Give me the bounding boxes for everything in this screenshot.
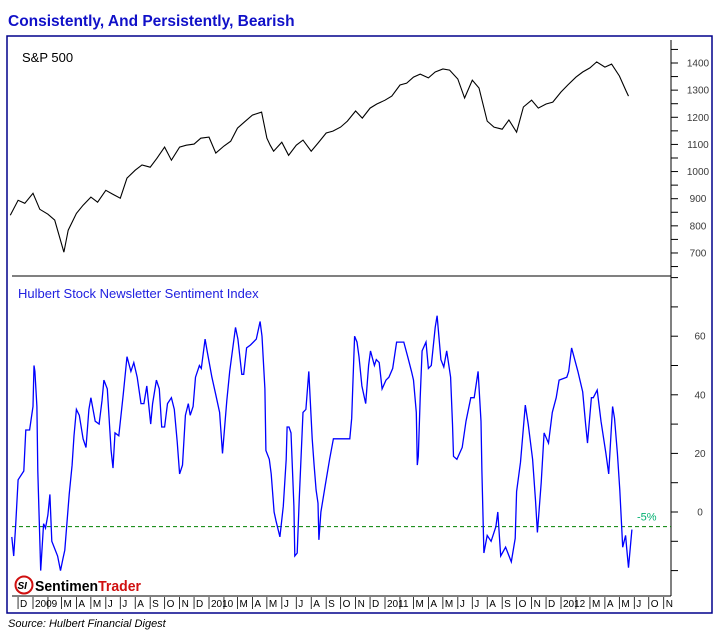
x-tick-label: 2010 <box>211 599 234 610</box>
y-tick-label: 0 <box>697 508 703 519</box>
x-tick-label: J <box>298 599 303 610</box>
x-tick-label: 2012 <box>563 599 586 610</box>
x-tick-label: 2009 <box>35 599 58 610</box>
y-tick-label: 1400 <box>687 59 710 70</box>
x-tick-label: A <box>254 599 261 610</box>
x-tick-label: A <box>607 599 614 610</box>
sentiment-panel-label: Hulbert Stock Newsletter Sentiment Index <box>18 286 259 301</box>
x-tick-label: D <box>548 599 555 610</box>
x-axis: D 2009 M A M J J A S O N D 2010 M A M J J A S O N D 2011 M A M J J A S… <box>17 597 673 610</box>
x-tick-label: J <box>460 599 465 610</box>
y-tick-label: 1000 <box>687 167 710 178</box>
logo-mark-icon <box>14 575 34 595</box>
x-tick-label: D <box>372 599 379 610</box>
x-tick-label: M <box>415 599 423 610</box>
x-tick-label: O <box>651 599 659 610</box>
source-note: Source: Hulbert Financial Digest <box>8 618 166 630</box>
x-tick-label: J <box>122 599 127 610</box>
x-tick-label: A <box>313 599 320 610</box>
y-tick-label: 60 <box>694 332 706 343</box>
x-tick-label: M <box>592 599 600 610</box>
x-tick-label: N <box>358 599 365 610</box>
x-tick-label: A <box>489 599 496 610</box>
x-tick-label: M <box>93 599 101 610</box>
x-tick-label: A <box>430 599 437 610</box>
x-tick-label: A <box>137 599 144 610</box>
x-tick-label: D <box>20 599 27 610</box>
x-tick-label: D <box>196 599 203 610</box>
x-tick-label: M <box>63 599 71 610</box>
y-tick-label: 800 <box>690 221 707 232</box>
x-tick-label: O <box>519 599 527 610</box>
x-tick-label: M <box>239 599 247 610</box>
x-tick-label: S <box>328 599 335 610</box>
x-tick-label: M <box>269 599 277 610</box>
chart-title: Consistently, And Persistently, Bearish <box>8 13 295 30</box>
logo-mark-text: SI <box>18 581 28 592</box>
x-tick-label: S <box>152 599 159 610</box>
x-tick-label: N <box>534 599 541 610</box>
x-tick-label: A <box>78 599 85 610</box>
y-tick-label: 1100 <box>687 140 709 151</box>
sentiment-series-line <box>11 315 633 571</box>
y-tick-label: 20 <box>694 449 706 460</box>
x-tick-label: N <box>182 599 189 610</box>
x-tick-label: O <box>167 599 175 610</box>
x-tick-label: J <box>636 599 641 610</box>
logo-text: SentimenTrader <box>35 578 141 595</box>
reference-line-label: -5% <box>637 512 657 524</box>
x-tick-label: M <box>445 599 453 610</box>
chart-frame <box>6 35 713 614</box>
x-tick-label: J <box>284 599 289 610</box>
y-tick-label: 1200 <box>687 113 710 124</box>
x-tick-label: O <box>343 599 351 610</box>
x-tick-label: J <box>108 599 113 610</box>
y-tick-label: 900 <box>690 194 707 205</box>
x-tick-label: N <box>666 599 673 610</box>
y-tick-label: 700 <box>690 248 707 259</box>
x-tick-label: S <box>504 599 511 610</box>
sentimentrader-logo: SI SentimenTrader <box>14 575 141 595</box>
x-tick-label: 2011 <box>387 599 409 610</box>
x-tick-label: M <box>621 599 629 610</box>
y-tick-label: 1300 <box>687 86 710 97</box>
x-tick-label: J <box>474 599 479 610</box>
sentiment-y-axis: 0 20 40 60 <box>671 277 706 572</box>
sp500-series-line <box>9 61 629 253</box>
sp500-y-axis: 700 800 900 1000 1100 1200 1300 1400 <box>671 48 710 268</box>
sp500-panel-label: S&P 500 <box>22 50 73 65</box>
y-tick-label: 40 <box>694 390 706 401</box>
